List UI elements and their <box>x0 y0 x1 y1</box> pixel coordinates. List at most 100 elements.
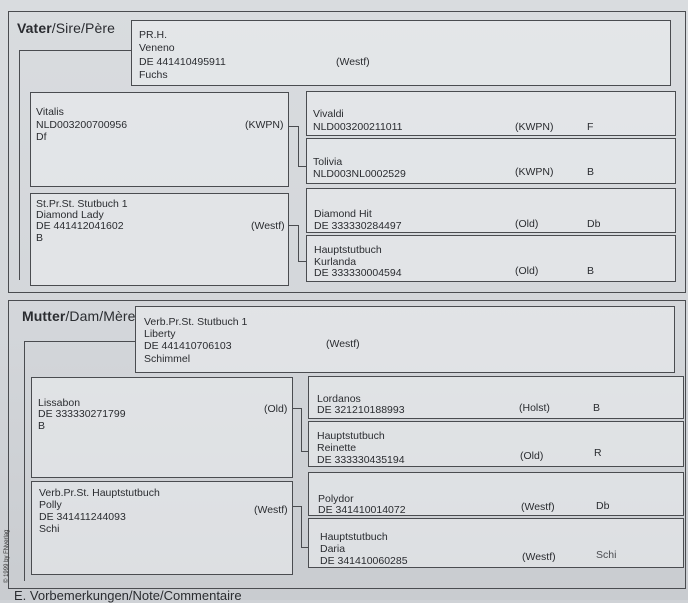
gp-name: Vitalis <box>36 106 64 118</box>
sire-name: Veneno <box>139 42 175 54</box>
gp-number: DE 341411244093 <box>39 511 126 523</box>
ggp-color: Db <box>587 218 601 230</box>
sire-ggp2-box: Tolivia NLD003NL0002529 (KWPN) B <box>306 138 676 184</box>
ggp-breed: (Holst) <box>519 402 550 414</box>
ggp-breed: (KWPN) <box>515 121 554 133</box>
dam-ggp4-box: Hauptstutbuch Daria DE 341410060285 (Wes… <box>308 518 684 568</box>
ggp-number: DE 341410060285 <box>320 555 408 567</box>
ggp-number: DE 333330435194 <box>317 454 405 466</box>
gp-breed: (Westf) <box>251 220 285 232</box>
gp-number: NLD003200700956 <box>36 119 128 131</box>
sire-ggp3-box: Diamond Hit DE 333330284497 (Old) Db <box>306 188 676 233</box>
connector <box>293 408 301 409</box>
ggp-name: Tolivia <box>313 156 343 168</box>
gp-number: DE 333330271799 <box>38 408 126 420</box>
gp-breed: (Westf) <box>254 504 288 516</box>
ggp-number: DE 321210188993 <box>317 404 405 416</box>
sire-heading: Vater/Sire/Père <box>17 20 115 36</box>
gp-breed: (Old) <box>264 403 288 415</box>
sire-ggp1-box: Vivaldi NLD003200211011 (KWPN) F <box>306 91 676 136</box>
ggp-name: Daria <box>320 543 346 555</box>
ggp-breed: (Westf) <box>522 551 556 563</box>
connector <box>298 225 299 261</box>
gp-color: B <box>38 420 46 432</box>
gp-number: DE 441412041602 <box>36 220 124 232</box>
ggp-color: B <box>587 166 595 178</box>
gp-title: St.Pr.St. Stutbuch 1 <box>36 198 128 210</box>
connector <box>301 451 309 452</box>
dam-heading: Mutter/Dam/Mère <box>22 308 136 324</box>
ggp-name: Reinette <box>317 442 357 454</box>
ggp-number: DE 333330004594 <box>314 267 402 279</box>
dam-ggp1-box: Lordanos DE 321210188993 (Holst) B <box>308 376 684 419</box>
connector <box>289 225 298 226</box>
connector <box>298 166 307 167</box>
ggp-title: Hauptstutbuch <box>320 531 388 543</box>
dam-section <box>8 300 686 589</box>
sire-breed: (Westf) <box>336 56 370 68</box>
dam-title: Verb.Pr.St. Stutbuch 1 <box>144 316 248 328</box>
connector <box>19 50 20 280</box>
dam-number: DE 441410706103 <box>144 340 232 352</box>
connector <box>298 261 307 262</box>
sire-gp1-box: Vitalis NLD003200700956 Df (KWPN) <box>30 92 289 187</box>
connector <box>293 506 301 507</box>
sire-box: PR.H. Veneno DE 441410495911 Fuchs (West… <box>131 20 671 86</box>
sire-title: PR.H. <box>139 29 168 41</box>
dam-gp1-box: Lissabon DE 333330271799 B (Old) <box>31 377 293 478</box>
connector <box>289 126 298 127</box>
footer-heading: E. Vorbemerkungen/Note/Commentaire <box>14 588 242 603</box>
connector <box>301 547 309 548</box>
sire-gp2-box: St.Pr.St. Stutbuch 1 Diamond Lady DE 441… <box>30 193 289 286</box>
gp-color: B <box>36 232 44 244</box>
dam-breed: (Westf) <box>326 338 360 350</box>
ggp-title: Hauptstutbuch <box>317 430 385 442</box>
ggp-breed: (Old) <box>520 450 544 462</box>
ggp-breed: (Westf) <box>521 501 555 513</box>
ggp-number: DE 333330284497 <box>314 220 402 232</box>
ggp-number: NLD003200211011 <box>313 121 403 133</box>
dam-name: Liberty <box>144 328 176 340</box>
connector <box>19 50 132 51</box>
connector <box>24 341 136 342</box>
gp-name: Polly <box>39 499 62 511</box>
ggp-color: B <box>587 265 595 277</box>
gp-title: Verb.Pr.St. Hauptstutbuch <box>39 487 160 499</box>
ggp-name: Polydor <box>318 493 354 505</box>
gp-color: Schi <box>39 523 60 535</box>
sire-ggp4-box: Hauptstutbuch Kurlanda DE 333330004594 (… <box>306 235 676 282</box>
ggp-number: NLD003NL0002529 <box>313 168 406 180</box>
gp-name: Lissabon <box>38 397 81 409</box>
connector <box>301 408 302 451</box>
dam-color: Schimmel <box>144 353 191 365</box>
gp-color: Df <box>36 131 47 143</box>
connector <box>24 341 25 581</box>
copyright-note: © 1999 by FNverlag <box>4 529 10 583</box>
gp-name: Diamond Lady <box>36 209 104 221</box>
ggp-color: Db <box>596 500 610 512</box>
ggp-name: Vivaldi <box>313 108 344 120</box>
dam-ggp2-box: Hauptstutbuch Reinette DE 333330435194 (… <box>308 421 684 467</box>
gp-breed: (KWPN) <box>245 119 284 131</box>
ggp-number: DE 341410014072 <box>318 504 406 516</box>
sire-color: Fuchs <box>139 69 168 81</box>
ggp-name: Lordanos <box>317 393 361 405</box>
ggp-name: Diamond Hit <box>314 208 372 220</box>
dam-gp2-box: Verb.Pr.St. Hauptstutbuch Polly DE 34141… <box>31 481 293 575</box>
ggp-breed: (Old) <box>515 218 539 230</box>
dam-box: Verb.Pr.St. Stutbuch 1 Liberty DE 441410… <box>135 306 675 373</box>
ggp-breed: (Old) <box>515 265 539 277</box>
ggp-color: Schi <box>596 549 617 561</box>
ggp-color: F <box>587 121 594 133</box>
ggp-name: Kurlanda <box>314 256 357 268</box>
ggp-color: B <box>593 402 601 414</box>
connector <box>301 506 302 547</box>
sire-number: DE 441410495911 <box>139 56 226 68</box>
ggp-breed: (KWPN) <box>515 166 554 178</box>
ggp-color: R <box>594 447 602 459</box>
sire-section <box>8 11 686 293</box>
ggp-title: Hauptstutbuch <box>314 244 382 256</box>
connector <box>298 126 299 166</box>
dam-ggp3-box: Polydor DE 341410014072 (Westf) Db <box>308 472 684 516</box>
